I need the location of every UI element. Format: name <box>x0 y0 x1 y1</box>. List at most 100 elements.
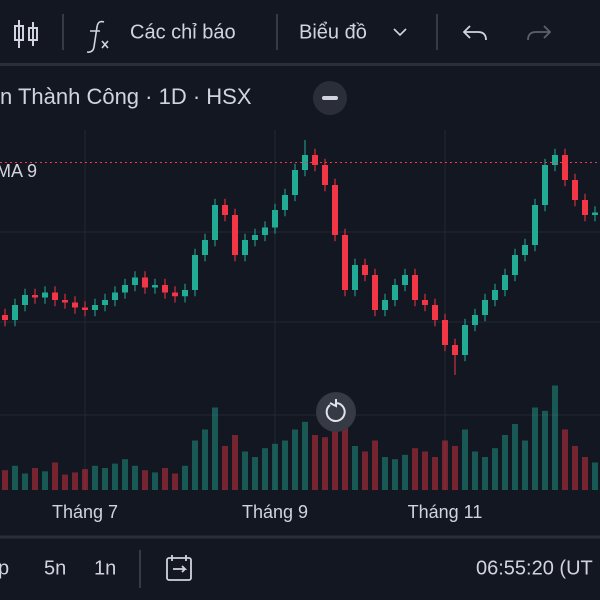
volume-bar <box>302 421 308 490</box>
range-button[interactable]: 5n <box>44 557 66 579</box>
volume-bar <box>192 440 198 490</box>
volume-bar <box>502 435 508 490</box>
candle-body <box>252 235 258 240</box>
candle-body <box>52 292 58 300</box>
candle-body <box>342 235 348 290</box>
volume-bar <box>62 474 68 490</box>
volume-bar <box>12 465 18 490</box>
volume-bar <box>32 468 38 490</box>
candle-body <box>522 245 528 255</box>
volume-bar <box>532 407 538 490</box>
candle-body <box>22 295 28 305</box>
volume-bar <box>372 440 378 490</box>
candle-body <box>452 345 458 355</box>
candle-body <box>42 292 48 298</box>
volume-bar <box>462 429 468 490</box>
candle-body <box>292 170 298 195</box>
collapse-button[interactable] <box>313 81 347 115</box>
redo-button[interactable] <box>527 25 552 41</box>
candle-body <box>232 215 238 255</box>
candle-body <box>572 180 578 200</box>
candle-body <box>282 195 288 210</box>
candle-body <box>532 205 538 245</box>
volume-bar <box>282 440 288 490</box>
volume-bar <box>162 468 168 490</box>
volume-bar <box>22 473 28 490</box>
x-tick-label: Tháng 9 <box>242 502 308 522</box>
candle-body <box>182 290 188 297</box>
candle-body <box>422 300 428 305</box>
candle-body <box>432 305 438 320</box>
range-button[interactable]: 1n <box>94 557 116 579</box>
candle-body <box>502 275 508 290</box>
candle-body <box>462 325 468 355</box>
candle-body <box>402 275 408 285</box>
volume-bar <box>442 440 448 490</box>
volume-bar <box>522 440 528 490</box>
chevron <box>393 28 407 37</box>
candle-body <box>122 285 128 293</box>
candle-body <box>492 290 498 300</box>
volume-bar <box>122 459 128 490</box>
candle-body <box>472 315 478 325</box>
candle-body <box>352 265 358 290</box>
volume-bar <box>292 429 298 490</box>
candle-body <box>322 165 328 185</box>
candle-body <box>142 277 148 288</box>
volume-bar <box>82 469 88 490</box>
clock: 06:55:20 (UT <box>476 557 593 579</box>
candle-body <box>132 277 138 285</box>
candle-body <box>582 200 588 215</box>
volume-bar <box>542 410 548 490</box>
candle-body <box>32 295 38 298</box>
reset-button[interactable] <box>316 392 356 432</box>
volume-bar <box>392 459 398 490</box>
candle-body <box>562 155 568 180</box>
volume-bar <box>512 424 518 490</box>
candle-body <box>112 292 118 300</box>
candle-body <box>192 255 198 290</box>
candle-body <box>382 300 388 310</box>
candle-body <box>82 307 88 310</box>
volume-bar <box>362 451 368 490</box>
volume-bar <box>102 468 108 490</box>
volume-bar <box>332 413 338 490</box>
volume-bar <box>552 385 558 490</box>
volume-bar <box>352 446 358 490</box>
candle-body <box>412 275 418 300</box>
volume-bar <box>582 457 588 490</box>
volume-bar <box>232 435 238 490</box>
x-tick-label: Tháng 7 <box>52 502 118 522</box>
volume-bar <box>182 465 188 490</box>
candle-body <box>62 300 68 303</box>
volume-bar <box>142 470 148 490</box>
volume-bar <box>322 437 328 490</box>
volume-bar <box>112 463 118 490</box>
volume-bar <box>562 429 568 490</box>
ma-label: MA 9 <box>0 161 37 181</box>
candle-body <box>482 300 488 315</box>
volume-bar <box>492 448 498 490</box>
candle-body <box>362 265 368 275</box>
candle-body <box>242 240 248 255</box>
range-button[interactable]: p <box>0 557 9 579</box>
volume-bar <box>72 472 78 490</box>
candle-type-button[interactable] <box>14 20 38 48</box>
volume-bar <box>422 451 428 490</box>
indicators-button[interactable]: Các chỉ báo <box>86 20 236 53</box>
candle-body <box>512 255 518 275</box>
candle-body <box>592 212 598 215</box>
candle-body <box>212 205 218 240</box>
volume-bar <box>272 443 278 490</box>
undo-button[interactable] <box>462 25 487 41</box>
volume-bar <box>52 462 58 490</box>
candle-body <box>172 292 178 297</box>
volume-bar <box>472 451 478 490</box>
candle-body <box>72 302 78 308</box>
volume-bar <box>2 470 8 490</box>
candle-body <box>542 165 548 205</box>
plot <box>0 130 600 490</box>
date-range-button[interactable] <box>166 555 192 581</box>
chart-menu-button[interactable]: Biểu đồ <box>299 21 407 43</box>
